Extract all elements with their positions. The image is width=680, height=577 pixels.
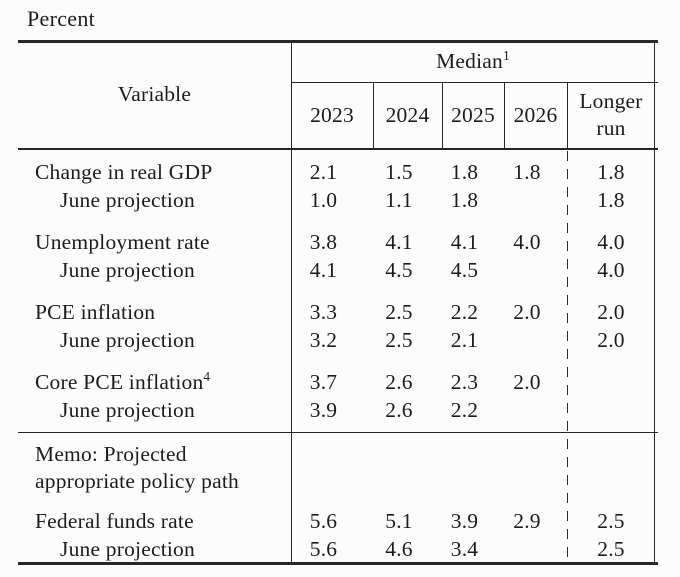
table-row: Federal funds rate 5.6 5.1 3.9 2.9 2.5	[18, 507, 655, 535]
value-2024: 2.6	[385, 398, 413, 422]
value-longer-run	[567, 368, 655, 396]
row-label: June projection	[60, 188, 195, 212]
value-2023: 3.9	[309, 398, 338, 422]
economic-projections-table: Variable Median1 2023 2024 2025 2026 Lon…	[18, 40, 658, 565]
value-2024: 5.1	[385, 509, 413, 533]
column-header-2026: 2026	[513, 102, 558, 127]
median-header-label: Median1	[436, 47, 510, 73]
row-label: June projection	[60, 258, 195, 282]
value-2023: 3.7	[309, 370, 338, 394]
value-2025: 4.1	[450, 230, 479, 254]
table-row: Unemployment rate 3.8 4.1 4.1 4.0 4.0	[18, 228, 655, 256]
value-2025: 2.2	[450, 300, 479, 324]
value-2025: 2.2	[450, 398, 479, 422]
value-2023: 2.1	[309, 160, 338, 184]
value-2023: 5.6	[309, 537, 338, 561]
value-2025: 3.9	[450, 509, 479, 533]
row-label: Federal funds rate	[35, 509, 194, 533]
row-label: June projection	[60, 398, 195, 422]
value-2026	[504, 396, 567, 424]
value-2024: 2.5	[385, 300, 413, 324]
row-label: June projection	[60, 328, 195, 352]
year-divider-2025-2026	[504, 82, 506, 149]
value-longer-run: 2.5	[597, 509, 625, 533]
column-header-2025: 2025	[451, 102, 495, 127]
value-longer-run: 1.8	[597, 188, 625, 212]
projection-rows: Change in real GDP 2.1 1.5 1.8 1.8 1.8 June pr…	[18, 150, 655, 563]
row-label: June projection	[60, 537, 195, 561]
value-2025: 4.5	[450, 258, 479, 282]
value-2026: 2.0	[513, 370, 541, 394]
table-row: Core PCE inflation4 3.7 2.6 2.3 2.0	[18, 368, 655, 396]
row-label: Unemployment rate	[35, 230, 210, 254]
value-2026: 1.8	[513, 160, 541, 184]
table-bottom-rule	[18, 562, 658, 565]
median-footnote-marker: 1	[503, 47, 510, 63]
value-2025: 3.4	[450, 537, 479, 561]
value-2024: 1.1	[385, 188, 413, 212]
year-divider-2023-2024	[373, 82, 375, 149]
variable-header-label: Variable	[117, 81, 192, 106]
longer-run-dashed-rule	[566, 151, 569, 562]
value-longer-run: 4.0	[597, 230, 625, 254]
year-header-row: 2023 2024 2025 2026 Longer run	[291, 82, 655, 148]
value-2025: 2.3	[450, 370, 479, 394]
table-top-rule	[18, 40, 658, 43]
value-2026	[504, 186, 567, 214]
table-row: June projection 3.2 2.5 2.1 2.0	[18, 326, 655, 354]
row-label: Change in real GDP	[35, 160, 213, 184]
column-header-longer-run: Longer run	[579, 89, 643, 140]
value-2024: 2.6	[385, 370, 413, 394]
value-2026	[504, 535, 567, 563]
value-2024: 4.1	[385, 230, 413, 254]
value-longer-run: 2.0	[597, 300, 625, 324]
value-2024: 4.5	[385, 258, 413, 282]
table-row: Change in real GDP 2.1 1.5 1.8 1.8 1.8	[18, 158, 655, 186]
table-row: June projection 4.1 4.5 4.5 4.0	[18, 256, 655, 284]
value-2023: 3.3	[309, 300, 338, 324]
value-longer-run: 1.8	[597, 160, 625, 184]
value-2026	[504, 326, 567, 354]
table-row: June projection 5.6 4.6 3.4 2.5	[18, 535, 655, 563]
memo-heading: Memo: Projected appropriate policy path	[35, 442, 239, 493]
value-2023: 4.1	[309, 258, 338, 282]
value-longer-run: 2.5	[597, 537, 625, 561]
year-divider-2024-2025	[442, 82, 444, 149]
variable-column-rule	[290, 40, 293, 565]
footnote-marker: 4	[203, 368, 211, 384]
value-2023: 5.6	[309, 509, 338, 533]
units-label: Percent	[27, 6, 96, 31]
value-2026	[504, 256, 567, 284]
value-2026: 2.0	[513, 300, 541, 324]
value-2023: 1.0	[309, 188, 338, 212]
row-label: Core PCE inflation4	[35, 368, 211, 394]
value-2024: 2.5	[385, 328, 413, 352]
column-header-variable: Variable	[18, 40, 291, 148]
column-header-median: Median1	[291, 40, 655, 82]
value-2026: 4.0	[513, 230, 541, 254]
table-row: June projection 1.0 1.1 1.8 1.8	[18, 186, 655, 214]
column-header-2023: 2023	[310, 102, 354, 127]
value-2025: 1.8	[450, 188, 479, 212]
table-right-rule	[653, 40, 656, 565]
value-2024: 4.6	[385, 537, 413, 561]
year-divider-2026-longer	[566, 82, 568, 149]
value-2023: 3.2	[309, 328, 338, 352]
row-label: PCE inflation	[35, 300, 156, 324]
value-2025: 2.1	[450, 328, 479, 352]
column-header-2024: 2024	[385, 102, 430, 127]
value-longer-run: 4.0	[597, 258, 625, 282]
header-bottom-rule	[18, 148, 658, 151]
value-2026: 2.9	[513, 509, 541, 533]
table-row: June projection 3.9 2.6 2.2	[18, 396, 655, 424]
table-row: PCE inflation 3.3 2.5 2.2 2.0 2.0	[18, 298, 655, 326]
memo-section-rule	[18, 432, 658, 434]
value-2025: 1.8	[450, 160, 479, 184]
value-2023: 3.8	[309, 230, 338, 254]
value-longer-run: 2.0	[597, 328, 625, 352]
value-longer-run	[567, 396, 655, 424]
median-underline-rule	[291, 82, 658, 84]
value-2024: 1.5	[385, 160, 413, 184]
